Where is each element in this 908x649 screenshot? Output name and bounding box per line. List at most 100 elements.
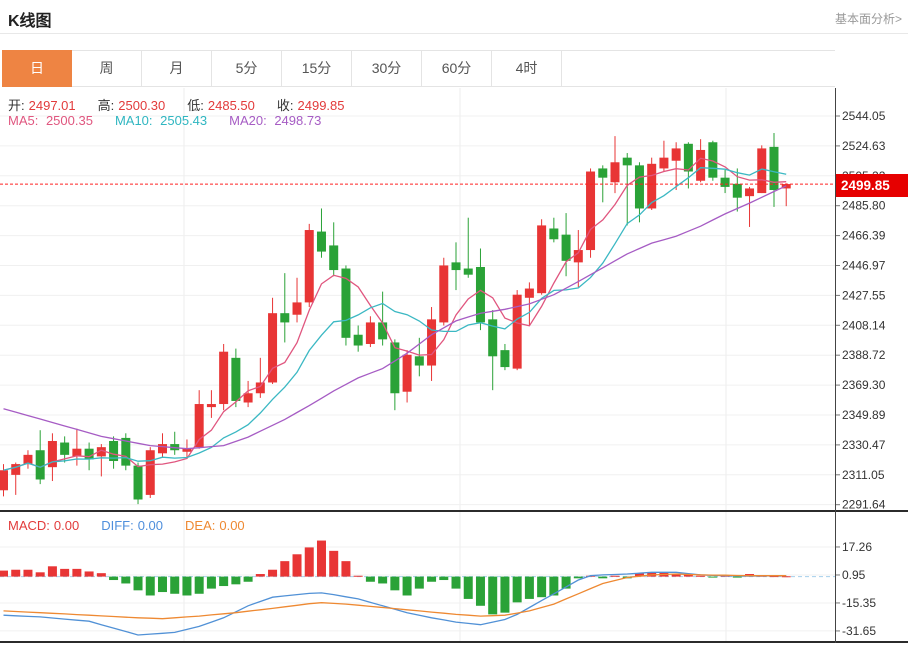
legend-value: 2498.73 bbox=[270, 113, 322, 128]
candle-body bbox=[708, 142, 718, 178]
macd-bar bbox=[390, 576, 400, 591]
tab-日[interactable]: 日 bbox=[2, 50, 72, 87]
candle-body bbox=[96, 447, 106, 457]
candle-body bbox=[732, 183, 742, 198]
macd-bar bbox=[109, 576, 119, 581]
ma-legend: MA5: 2500.35 MA10: 2505.43 MA20: 2498.73 bbox=[8, 113, 343, 128]
candle-body bbox=[378, 322, 388, 340]
candle-body bbox=[512, 294, 522, 369]
candle-body bbox=[427, 319, 437, 366]
candle-body bbox=[647, 163, 657, 209]
candle-body bbox=[231, 357, 241, 401]
macd-bar bbox=[696, 575, 706, 577]
tab-月[interactable]: 月 bbox=[142, 50, 212, 87]
kline-chart-canvas[interactable]: 2544.052524.632505.222485.802466.392446.… bbox=[0, 88, 908, 649]
macd-bar bbox=[769, 576, 779, 578]
dea-line bbox=[3, 573, 787, 620]
candle-body bbox=[280, 313, 290, 323]
page-title: K线图 bbox=[8, 13, 52, 30]
macd-bar bbox=[451, 576, 461, 589]
macd-bar bbox=[35, 572, 45, 577]
macd-bar bbox=[268, 569, 278, 577]
macd-bar bbox=[500, 576, 510, 613]
candle-body bbox=[561, 234, 571, 261]
macd-bar bbox=[231, 576, 241, 585]
candle-body bbox=[402, 354, 412, 392]
legend-label: MA5: bbox=[8, 113, 39, 128]
candle-body bbox=[683, 143, 693, 172]
candle-body bbox=[451, 262, 461, 271]
legend-value: 2500.30 bbox=[118, 98, 166, 113]
candle-body bbox=[488, 319, 498, 357]
candle-body bbox=[35, 450, 45, 480]
macd-bar bbox=[671, 574, 681, 577]
macd-bar bbox=[708, 576, 718, 578]
current-price-tag-value: 2499.85 bbox=[841, 178, 890, 193]
candle-body bbox=[524, 288, 534, 298]
candle-body bbox=[109, 440, 119, 462]
tabbar-filler bbox=[562, 50, 835, 87]
macd-bar bbox=[512, 576, 522, 603]
macd-bar bbox=[414, 576, 424, 589]
tab-15分[interactable]: 15分 bbox=[282, 50, 352, 87]
candle-body bbox=[757, 148, 767, 194]
macd-bar bbox=[121, 576, 131, 584]
tab-5分[interactable]: 5分 bbox=[212, 50, 282, 87]
tab-30分[interactable]: 30分 bbox=[352, 50, 422, 87]
macd-bar bbox=[304, 547, 314, 577]
candle-body bbox=[500, 350, 510, 368]
candle-body bbox=[145, 450, 155, 495]
tab-周[interactable]: 周 bbox=[72, 50, 142, 87]
macd-bar bbox=[0, 570, 8, 577]
macd-bar bbox=[488, 576, 498, 615]
candle-body bbox=[84, 448, 94, 460]
macd-bar bbox=[255, 574, 265, 577]
legend-value: 2500.35 bbox=[42, 113, 93, 128]
legend-value: 2485.50 bbox=[207, 98, 255, 113]
macd-legend: MACD: 0.00 DIFF: 0.00 DEA: 0.00 bbox=[8, 518, 267, 533]
legend-label: 高: bbox=[97, 98, 115, 113]
macd-bar bbox=[683, 574, 693, 577]
macd-bar bbox=[598, 576, 608, 579]
candle-body bbox=[475, 266, 485, 323]
tab-60分[interactable]: 60分 bbox=[422, 50, 492, 87]
legend-value: 2505.43 bbox=[156, 113, 208, 128]
candle-body bbox=[316, 231, 326, 252]
ma20-line bbox=[3, 185, 787, 450]
macd-bar bbox=[561, 576, 571, 589]
macd-bar bbox=[96, 573, 106, 577]
fundamental-analysis-link[interactable]: 基本面分析> bbox=[834, 12, 902, 26]
macd-bar bbox=[732, 576, 742, 578]
macd-axis-label: 0.95 bbox=[842, 568, 866, 582]
candle-body bbox=[329, 245, 339, 271]
ma10-line bbox=[3, 167, 787, 471]
candle-body bbox=[157, 444, 167, 454]
main-axis-label: 2291.64 bbox=[842, 498, 886, 512]
candle-body bbox=[537, 225, 547, 294]
candle-body bbox=[0, 470, 8, 491]
macd-axis-label: -31.65 bbox=[842, 624, 876, 638]
main-axis-label: 2369.30 bbox=[842, 378, 886, 392]
candle-body bbox=[659, 157, 669, 169]
candle-body bbox=[610, 162, 620, 183]
candle-body bbox=[720, 177, 730, 187]
macd-bar bbox=[341, 561, 351, 577]
macd-bar bbox=[243, 576, 253, 582]
candle-body bbox=[133, 465, 143, 500]
main-axis-label: 2446.97 bbox=[842, 258, 886, 272]
tab-4时[interactable]: 4时 bbox=[492, 50, 562, 87]
main-axis-label: 2485.80 bbox=[842, 199, 886, 213]
macd-bar bbox=[280, 561, 290, 577]
header-divider bbox=[0, 33, 908, 34]
macd-bar bbox=[329, 550, 339, 577]
candle-body bbox=[219, 351, 229, 405]
candle-body bbox=[390, 342, 400, 394]
candle-body bbox=[23, 454, 33, 465]
legend-value: 2499.85 bbox=[297, 98, 345, 113]
macd-bar bbox=[365, 576, 375, 582]
candle-body bbox=[622, 157, 632, 166]
macd-bar bbox=[524, 576, 534, 599]
candle-body bbox=[182, 448, 192, 452]
macd-bar bbox=[219, 576, 229, 587]
